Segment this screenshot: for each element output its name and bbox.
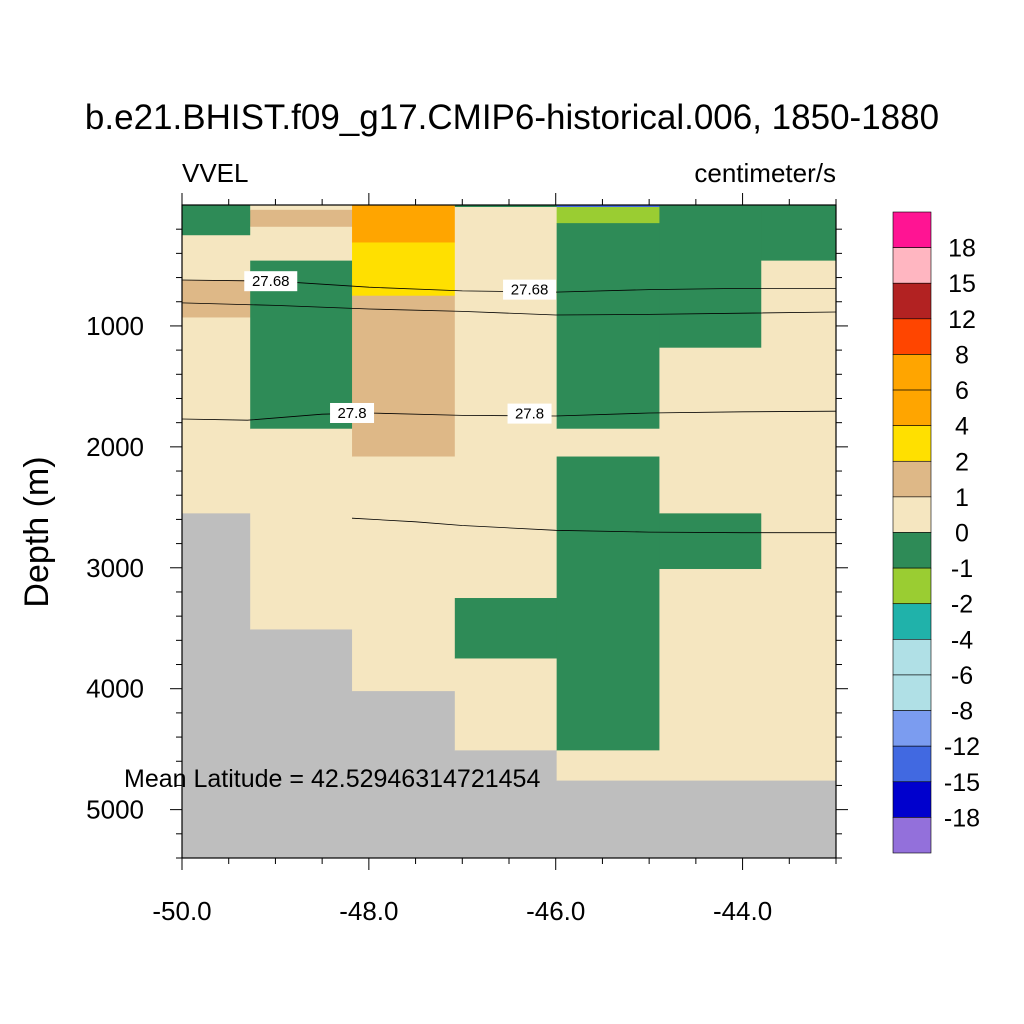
y-tick-label: 1000 [86,311,144,341]
colorbar-swatch [892,639,932,676]
contour-line [181,410,837,421]
data-cell [182,205,251,236]
colorbar-swatch [892,567,932,605]
data-cell [659,347,762,514]
contour-label: 27.8 [515,406,544,423]
y-tick-label: 2000 [86,432,144,462]
data-cell [250,209,353,228]
colorbar-label: 15 [948,270,976,298]
colorbar-label: -8 [951,698,973,726]
data-cell [454,658,558,751]
colorbar-label: -4 [951,626,973,654]
data-cell [761,780,837,859]
colorbar-label: -15 [944,769,980,797]
x-tick-label: -50.0 [152,896,211,926]
data-cell [454,598,558,659]
colorbar-swatch [892,781,932,818]
x-tick-label: -48.0 [339,896,398,926]
x-tick-label: -44.0 [713,896,772,926]
colorbar-label: -18 [944,804,980,832]
colorbar-swatch [892,389,932,426]
colorbar-label: 0 [955,520,969,548]
data-cell [556,456,660,751]
data-cell [352,205,456,243]
y-tick-label: 5000 [86,795,144,825]
axes: -50.0 -48.0 -46.0 -44.0 1000 2000 3000 4000 5000 [86,193,848,926]
data-cell [182,513,251,859]
variable-label: VVEL [182,158,249,188]
colorbar-label: -1 [951,555,973,583]
colorbar-swatch [892,318,932,355]
data-cell [659,513,762,570]
colorbar-swatch [892,211,932,248]
colorbar-swatch [892,532,932,569]
chart-title: b.e21.BHIST.f09_g17.CMIP6-historical.006… [84,98,940,137]
data-cell [352,456,456,692]
y-axis-label: Depth (m) [18,456,56,607]
colorbar-swatch [892,354,932,391]
data-cells [182,205,837,859]
mean-latitude-annotation: Mean Latitude = 42.52946314721454 [124,765,540,793]
surface-cell [556,205,660,207]
data-cell [182,279,251,318]
y-tick-label: 4000 [86,674,144,704]
data-cell [556,205,660,224]
data-cell [250,428,353,630]
data-cell [352,295,456,458]
contour-line [181,302,837,316]
data-cell [182,235,251,281]
data-cell [454,205,558,599]
contour-label-box [507,403,552,424]
colorbar-swatch [892,710,932,747]
units-label: centimeter/s [694,158,836,188]
data-cell [659,205,762,349]
colorbar-swatch [892,817,932,854]
data-cell [556,428,660,458]
contour-label-box [503,279,557,300]
colorbar-label: 8 [955,341,969,369]
data-cell [352,691,456,859]
contour-line [351,517,836,534]
data-cell [556,780,660,859]
colorbar-label: 18 [948,235,976,263]
colorbar-label: 2 [955,448,969,476]
contour-label: 27.68 [511,282,549,299]
contour-lines: 27.68 27.68 27.8 27.8 [181,271,837,534]
colorbar-swatch [892,425,932,462]
data-cell [352,242,456,297]
data-cell [659,568,762,782]
colorbar-label: -6 [951,662,973,690]
colorbar: 18 15 12 8 6 4 2 1 0 -1 -2 -4 -6 -8 -12 -15 -18 [892,211,980,854]
data-cell [761,260,837,782]
contour-label: 27.68 [252,273,290,290]
contour-label-box [330,402,375,423]
colorbar-label: 4 [955,413,969,441]
data-cell [250,205,353,211]
data-cell [182,317,251,514]
colorbar-label: -12 [944,733,980,761]
data-cell [250,629,353,859]
contour-label-box [244,271,298,292]
x-tick-label: -46.0 [526,896,585,926]
contour-label: 27.8 [337,405,366,422]
colorbar-label: 12 [948,306,976,334]
data-cell [761,205,837,262]
colorbar-swatch [892,496,932,533]
colorbar-swatch [892,282,932,320]
colorbar-swatch [892,247,932,284]
colorbar-swatch [892,460,932,498]
y-tick-label: 3000 [86,553,144,583]
data-cell [556,750,660,782]
colorbar-label: 6 [955,377,969,405]
colorbar-label: 1 [955,484,969,512]
colorbar-swatch [892,745,932,783]
colorbar-label: -2 [951,591,973,619]
data-cell [659,780,762,859]
colorbar-swatch [892,603,932,640]
data-cell [556,223,660,430]
data-cell [454,750,558,859]
data-cell [250,226,353,262]
colorbar-swatch [892,674,932,711]
